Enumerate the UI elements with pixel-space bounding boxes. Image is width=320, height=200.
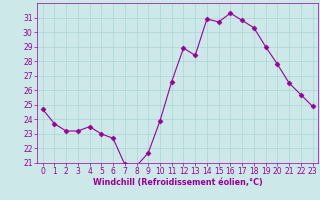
X-axis label: Windchill (Refroidissement éolien,°C): Windchill (Refroidissement éolien,°C)	[93, 178, 262, 187]
